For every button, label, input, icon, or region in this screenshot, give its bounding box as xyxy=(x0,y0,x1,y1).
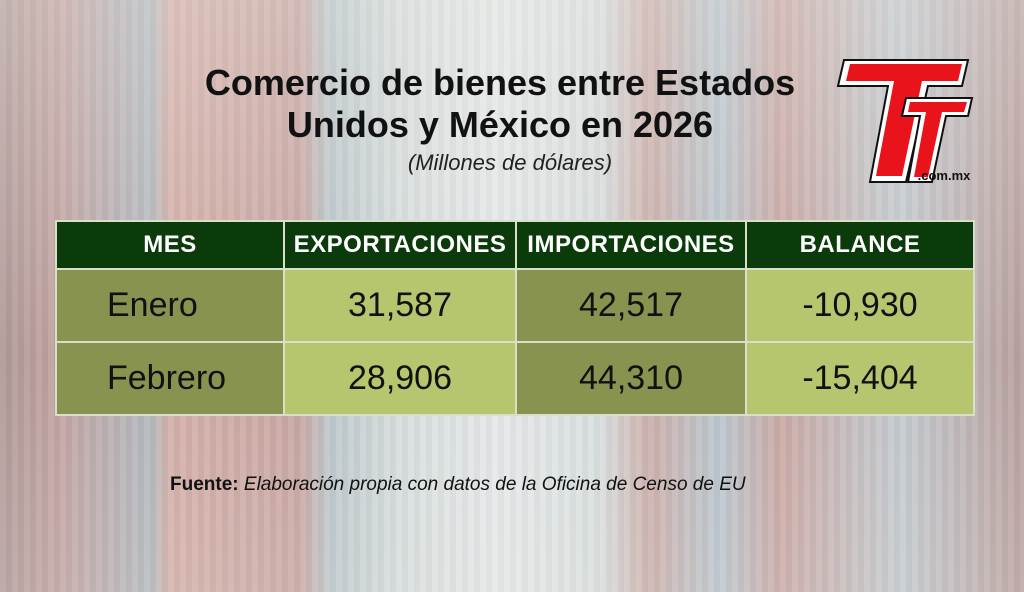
source-note: Fuente: Elaboración propia con datos de … xyxy=(170,474,746,496)
table-row: Febrero 28,906 44,310 -15,404 xyxy=(55,341,975,416)
header-mes: MES xyxy=(55,220,285,270)
cell-balance: -15,404 xyxy=(745,341,975,416)
cell-exportaciones: 31,587 xyxy=(283,268,517,343)
header-balance: BALANCE xyxy=(745,220,975,270)
cell-mes: Febrero xyxy=(55,341,285,416)
header-exportaciones: EXPORTACIONES xyxy=(283,220,517,270)
cell-mes: Enero xyxy=(55,268,285,343)
cell-balance: -10,930 xyxy=(745,268,975,343)
trade-table: MES EXPORTACIONES IMPORTACIONES BALANCE … xyxy=(55,220,975,416)
page-title: Comercio de bienes entre Estados Unidos … xyxy=(204,62,796,145)
header-importaciones: IMPORTACIONES xyxy=(515,220,747,270)
tyt-logo: .com.mx xyxy=(836,59,974,183)
table-row: Enero 31,587 42,517 -10,930 xyxy=(55,268,975,343)
source-text: Elaboración propia con datos de la Ofici… xyxy=(243,474,746,495)
cell-importaciones: 44,310 xyxy=(515,341,747,416)
table-header-row: MES EXPORTACIONES IMPORTACIONES BALANCE xyxy=(55,220,975,270)
page-subtitle: (Millones de dólares) xyxy=(407,150,613,175)
source-label: Fuente: xyxy=(170,474,239,495)
cell-exportaciones: 28,906 xyxy=(283,341,517,416)
cell-importaciones: 42,517 xyxy=(515,268,747,343)
logo-domain: .com.mx xyxy=(918,168,972,183)
